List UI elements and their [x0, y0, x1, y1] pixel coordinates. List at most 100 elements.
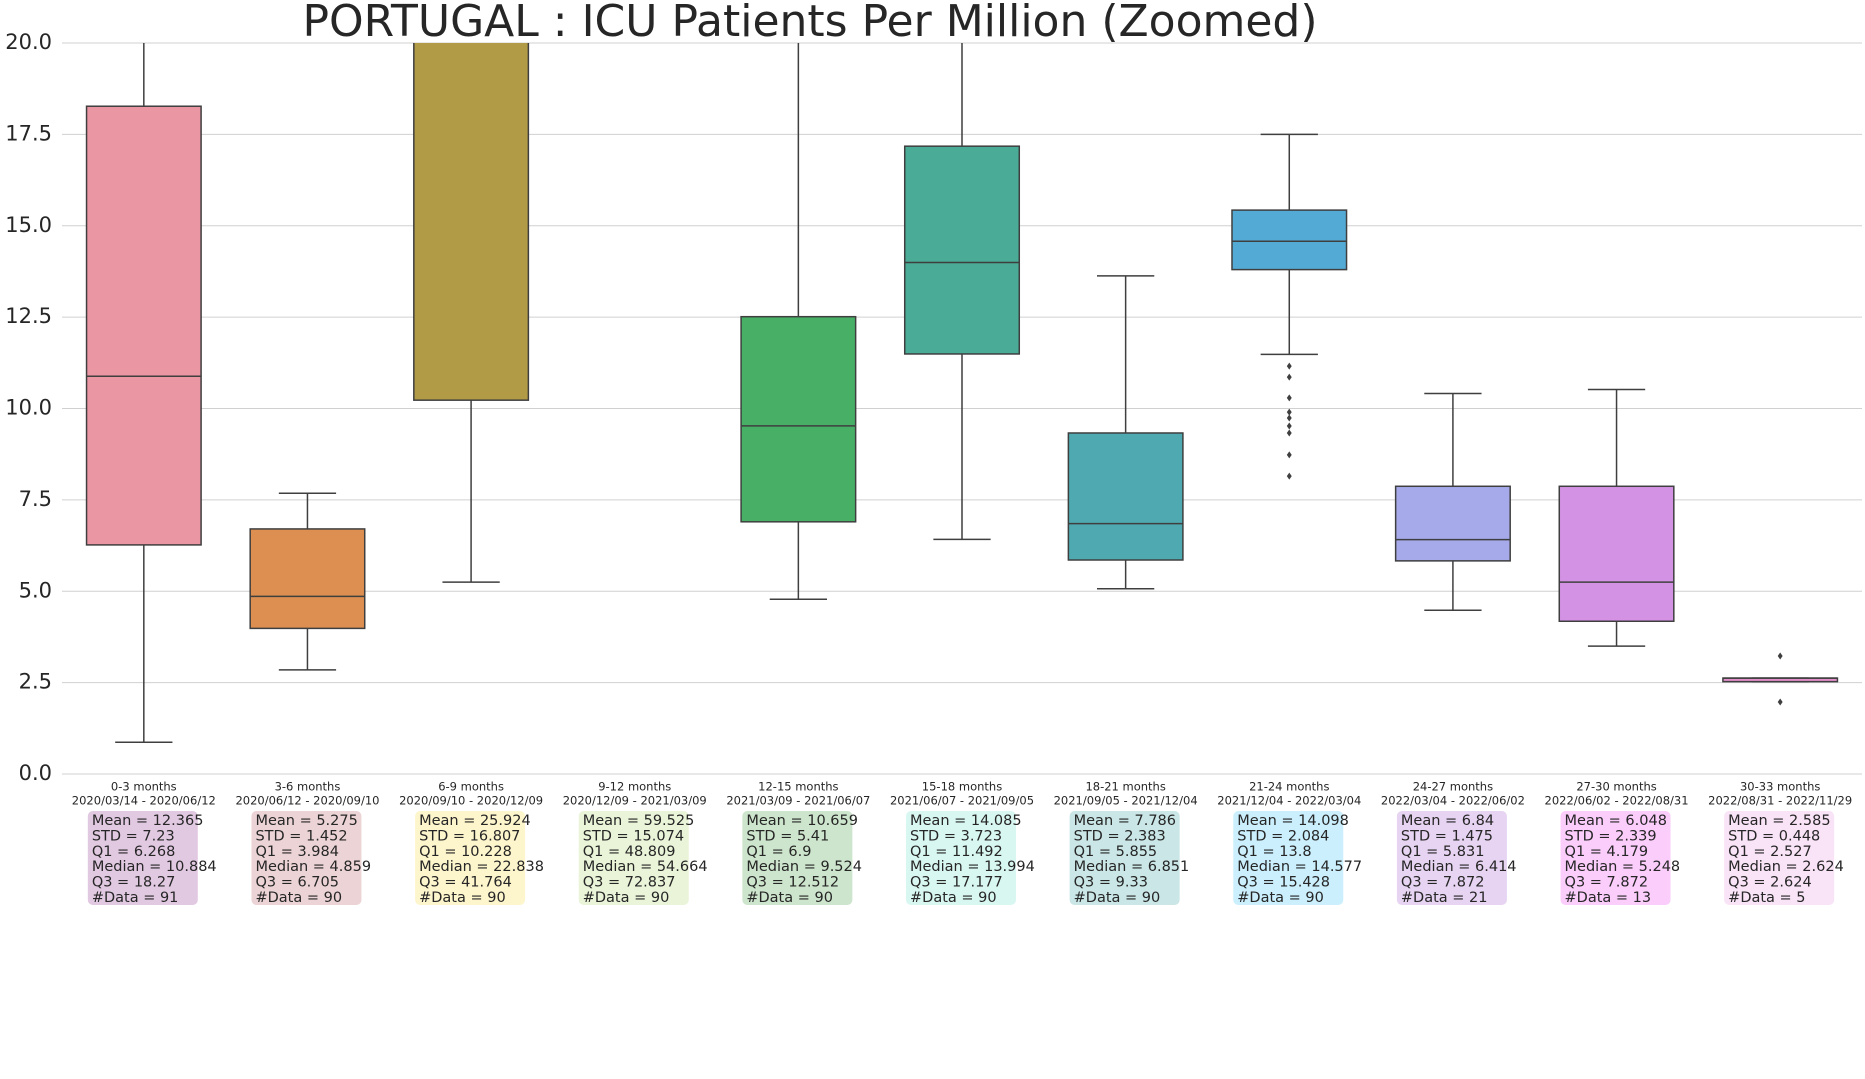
stats-text: #Data = 5 — [1728, 890, 1805, 906]
x-tick-label: 0-3 months — [111, 780, 177, 794]
stats-text: Q1 = 3.984 — [255, 844, 339, 860]
outlier — [1286, 394, 1292, 402]
stats-text: #Data = 13 — [1565, 890, 1652, 906]
plot-area — [85, 43, 1839, 743]
stats-text: Q3 = 18.27 — [92, 875, 176, 891]
stats-text: STD = 1.475 — [1401, 828, 1493, 844]
stats-text: Q1 = 6.9 — [746, 844, 811, 860]
stats-box — [415, 811, 526, 905]
x-tick-period: 2020/06/12 - 2020/09/10 — [235, 794, 379, 808]
stats-text: Q3 = 7.872 — [1565, 875, 1649, 891]
y-tick-label: 12.5 — [5, 304, 52, 328]
stats-text: Median = 4.859 — [255, 859, 371, 875]
y-tick-label: 5.0 — [19, 578, 52, 602]
x-tick-period: 2020/09/10 - 2020/12/09 — [399, 794, 543, 808]
stats-text: Q1 = 6.268 — [92, 844, 176, 860]
outlier — [1286, 422, 1292, 430]
stats-text: Mean = 12.365 — [92, 813, 204, 829]
outlier — [1286, 429, 1292, 437]
outlier — [1286, 472, 1292, 480]
stats-text: STD = 7.23 — [92, 828, 175, 844]
outlier — [1286, 408, 1292, 416]
stats-text: #Data = 90 — [1074, 890, 1161, 906]
box — [1067, 432, 1184, 561]
box — [85, 105, 202, 546]
stats-text: STD = 2.339 — [1565, 828, 1657, 844]
outlier — [1286, 414, 1292, 422]
outlier — [1286, 451, 1292, 459]
chart-title: PORTUGAL : ICU Patients Per Million (Zoo… — [302, 0, 1317, 47]
stats-text: Median = 22.838 — [419, 859, 544, 875]
stats-text: Mean = 6.84 — [1401, 813, 1494, 829]
box — [1558, 485, 1675, 623]
stats-text: #Data = 90 — [419, 890, 506, 906]
stats-box — [251, 811, 362, 905]
stats-text: STD = 5.41 — [746, 828, 829, 844]
y-tick-label: 10.0 — [5, 396, 52, 420]
x-tick-period: 2021/03/09 - 2021/06/07 — [726, 794, 870, 808]
stats-box — [1560, 811, 1671, 905]
x-tick-label: 21-24 months — [1249, 780, 1329, 794]
x-tick-period: 2021/06/07 - 2021/09/05 — [890, 794, 1034, 808]
stats-text: Q1 = 13.8 — [1237, 844, 1311, 860]
stats-text: Mean = 14.098 — [1237, 813, 1349, 829]
stats-text: Mean = 7.786 — [1074, 813, 1176, 829]
stats-text: Q3 = 9.33 — [1074, 875, 1148, 891]
y-tick-label: 15.0 — [5, 213, 52, 237]
stats-text: Q1 = 10.228 — [419, 844, 512, 860]
stats-box — [906, 811, 1016, 905]
stats-text: Median = 54.664 — [583, 859, 708, 875]
stats-box — [1396, 811, 1507, 905]
stats-text: STD = 2.383 — [1074, 828, 1166, 844]
stats-text: Mean = 5.275 — [255, 813, 357, 829]
y-tick-label: 0.0 — [19, 761, 52, 785]
stats-text: Mean = 14.085 — [910, 813, 1022, 829]
x-tick-label: 18-21 months — [1085, 780, 1165, 794]
stats-text: Q1 = 5.855 — [1074, 844, 1158, 860]
x-tick-period: 2021/09/05 - 2021/12/04 — [1054, 794, 1198, 808]
stats-text: Mean = 2.585 — [1728, 813, 1830, 829]
stats-text: Q3 = 41.764 — [419, 875, 512, 891]
stats-text: Median = 6.851 — [1074, 859, 1190, 875]
stats-box — [87, 811, 198, 905]
stats-text: Q3 = 12.512 — [746, 875, 839, 891]
box — [1394, 485, 1511, 562]
x-tick-label: 12-15 months — [758, 780, 838, 794]
x-tick-label: 15-18 months — [922, 780, 1002, 794]
y-tick-label: 17.5 — [5, 121, 52, 145]
stats-text: Q3 = 6.705 — [255, 875, 339, 891]
y-tick-label: 20.0 — [5, 30, 52, 54]
stats-text: STD = 3.723 — [910, 828, 1002, 844]
x-tick-period: 2020/03/14 - 2020/06/12 — [72, 794, 216, 808]
stats-text: #Data = 90 — [746, 890, 833, 906]
stats-text: Median = 13.994 — [910, 859, 1035, 875]
x-tick-label: 27-30 months — [1576, 780, 1656, 794]
stats-text: Q1 = 5.831 — [1401, 844, 1485, 860]
stats-text: Q1 = 48.809 — [583, 844, 676, 860]
stats-text: Q3 = 7.872 — [1401, 875, 1485, 891]
outlier — [1777, 698, 1783, 706]
stats-text: Mean = 10.659 — [746, 813, 858, 829]
stats-text: Median = 9.524 — [746, 859, 862, 875]
stats-text: STD = 1.452 — [255, 828, 347, 844]
x-tick-period: 2022/06/02 - 2022/08/31 — [1545, 794, 1689, 808]
stats-text: Q3 = 72.837 — [583, 875, 676, 891]
outlier — [1777, 652, 1783, 660]
stats-text: Mean = 59.525 — [583, 813, 695, 829]
x-tick-period: 2022/03/04 - 2022/06/02 — [1381, 794, 1525, 808]
stats-text: Median = 5.248 — [1565, 859, 1681, 875]
x-tick-period: 2021/12/04 - 2022/03/04 — [1217, 794, 1361, 808]
stats-text: Q1 = 11.492 — [910, 844, 1003, 860]
stats-text: #Data = 90 — [910, 890, 997, 906]
stats-text: STD = 16.807 — [419, 828, 520, 844]
x-tick-label: 6-9 months — [438, 780, 504, 794]
stats-text: #Data = 21 — [1401, 890, 1488, 906]
box — [903, 145, 1021, 355]
box — [413, 43, 530, 401]
x-tick-label: 9-12 months — [598, 780, 671, 794]
stats-text: #Data = 90 — [583, 890, 670, 906]
stats-text: Median = 6.414 — [1401, 859, 1517, 875]
outlier — [1286, 373, 1292, 381]
